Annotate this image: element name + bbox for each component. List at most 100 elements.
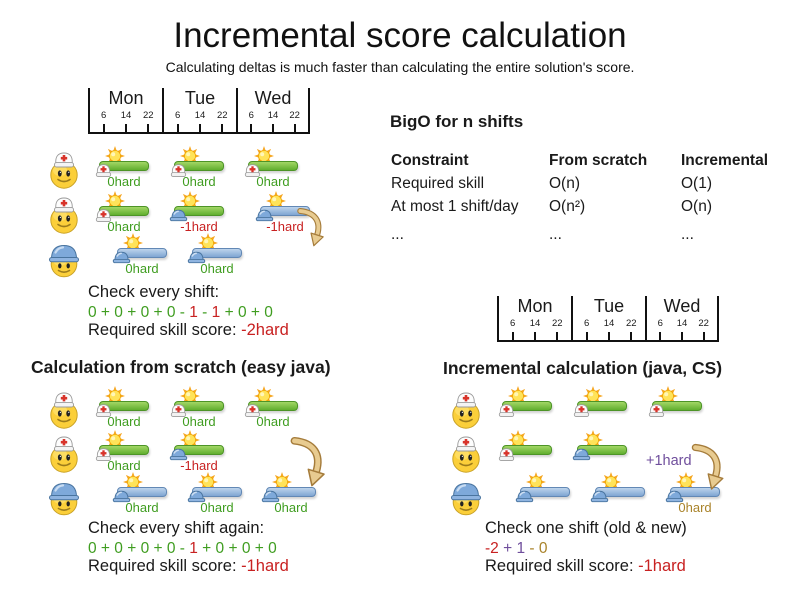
bigo-cell: O(1) — [681, 175, 712, 192]
shift-score-label: 0hard — [107, 174, 141, 189]
sum-line: 0 + 0 + 0 + 0 - 1 + 0 + 0 + 0 — [88, 540, 277, 558]
timeline-tick — [534, 332, 536, 340]
sum-segment: 1 — [211, 304, 221, 321]
timeline-tick — [221, 124, 224, 132]
timeline-hour-label: 6 — [101, 110, 107, 121]
nurse-hat-icon — [170, 164, 187, 177]
builder-hat-icon — [665, 490, 684, 503]
timeline-day: Wed 6 14 22 — [236, 88, 310, 132]
shift-blue-bar: 0hard — [261, 472, 318, 518]
shift-green-bar: 0hard — [95, 146, 151, 192]
shift-green-bar — [573, 386, 629, 432]
timeline-day: Tue 6 14 22 — [571, 296, 645, 340]
builder-face-icon — [448, 476, 484, 516]
shift-score-label: 0hard — [182, 174, 216, 189]
bigo-cell: O(n) — [681, 198, 712, 215]
sum-line: -2 + 1 - 0 — [485, 540, 548, 558]
caption-check-every-shift-again: Check every shift again: — [88, 519, 265, 537]
shift-green-bar: 0hard — [95, 386, 151, 432]
shift-blue-bar — [515, 472, 572, 518]
timeline-tick — [102, 124, 105, 132]
timeline-day: Mon 6 14 22 — [497, 296, 571, 340]
builder-hat-icon — [515, 490, 534, 503]
builder-face-icon — [46, 476, 82, 516]
shift-score-label: 0hard — [107, 414, 141, 429]
timeline-hour-label: 14 — [676, 318, 688, 329]
timeline-tick — [176, 124, 179, 132]
builder-hat-icon — [572, 448, 591, 461]
timeline-hour-label: 14 — [529, 318, 541, 329]
shift-score-label: 0hard — [678, 500, 712, 515]
shift-green-bar: 0hard — [244, 146, 300, 192]
sum-segment: + 1 — [498, 540, 526, 557]
shift-green-bar: 0hard — [170, 386, 226, 432]
timeline-tick — [147, 124, 150, 132]
timeline-tick — [630, 332, 633, 340]
timeline-tick — [585, 332, 588, 340]
nurse-hat-icon — [244, 404, 261, 417]
timeline-hour-label: 14 — [120, 110, 132, 121]
timeline-hour-label: 6 — [584, 318, 590, 329]
shift-blue-bar: -1hard — [255, 191, 312, 237]
sum-line: 0 + 0 + 0 + 0 - 1 - 1 + 0 + 0 — [88, 304, 273, 322]
timeline-hour-label: 6 — [510, 318, 516, 329]
nurse-face-icon — [46, 434, 82, 474]
bigo-cell: O(n²) — [549, 198, 586, 215]
bigo-cell: At most 1 shift/day — [391, 198, 519, 215]
shift-score-label: 0hard — [182, 414, 216, 429]
builder-hat-icon — [590, 490, 609, 503]
nurse-face-icon — [448, 434, 484, 474]
timeline-right: Mon 6 14 22 Tue 6 14 22 Wed 6 14 22 — [497, 296, 719, 342]
bigo-cell: O(n) — [549, 175, 580, 192]
timeline-tick — [272, 124, 274, 132]
builder-face-icon — [46, 238, 82, 278]
nurse-face-icon — [46, 390, 82, 430]
timeline-day-label: Mon — [517, 296, 553, 316]
timeline-day-label: Wed — [254, 88, 292, 108]
timeline-hour-label: 22 — [698, 318, 709, 329]
score-label: Required skill score: — [88, 321, 242, 339]
builder-hat-icon — [112, 490, 131, 503]
shift-score-label: 0hard — [107, 219, 141, 234]
nurse-hat-icon — [95, 209, 112, 222]
timeline-hour-label: 22 — [626, 318, 637, 329]
bigo-title: BigO for n shifts — [390, 112, 524, 131]
timeline-hour-label: 6 — [657, 318, 663, 329]
timeline-day-label: Tue — [593, 296, 625, 316]
sum-segment: - — [197, 304, 212, 321]
score-line: Required skill score: -2hard — [88, 321, 289, 340]
bigo-header-cell: Constraint — [391, 152, 469, 169]
builder-hat-icon — [255, 209, 274, 222]
caption-check-every-shift: Check every shift: — [88, 283, 220, 301]
shift-blue-bar: 0hard — [665, 472, 722, 518]
shift-green-bar — [572, 430, 629, 476]
bigo-header-cell: From scratch — [549, 152, 648, 169]
timeline-day-label: Tue — [184, 88, 216, 108]
timeline-day-label: Wed — [663, 296, 701, 316]
sum-segment: 0 + 0 + 0 + 0 - — [88, 540, 190, 557]
timeline-hour-label: 14 — [603, 318, 615, 329]
timeline-day: Wed 6 14 22 — [645, 296, 719, 340]
builder-hat-icon — [169, 209, 188, 222]
sum-segment: 1 — [189, 304, 198, 321]
timeline-hour-label: 22 — [217, 110, 228, 121]
timeline-hour-label: 14 — [267, 110, 279, 121]
builder-hat-icon — [261, 490, 280, 503]
caption-check-one-shift: Check one shift (old & new) — [485, 519, 687, 537]
score-value: -2hard — [241, 321, 289, 339]
move-arrow-icon — [688, 443, 726, 495]
timeline-day-label: Mon — [108, 88, 144, 108]
timeline-hour-label: 22 — [143, 110, 154, 121]
heading-from-scratch: Calculation from scratch (easy java) — [31, 357, 331, 377]
shift-score-label: 0hard — [200, 500, 234, 515]
shift-green-bar — [648, 386, 704, 432]
nurse-hat-icon — [573, 404, 590, 417]
timeline-day: Mon 6 14 22 — [88, 88, 162, 132]
shift-green-bar: -1hard — [169, 191, 226, 237]
builder-hat-icon — [187, 490, 206, 503]
shift-blue-bar — [590, 472, 647, 518]
timeline-tick — [659, 332, 662, 340]
